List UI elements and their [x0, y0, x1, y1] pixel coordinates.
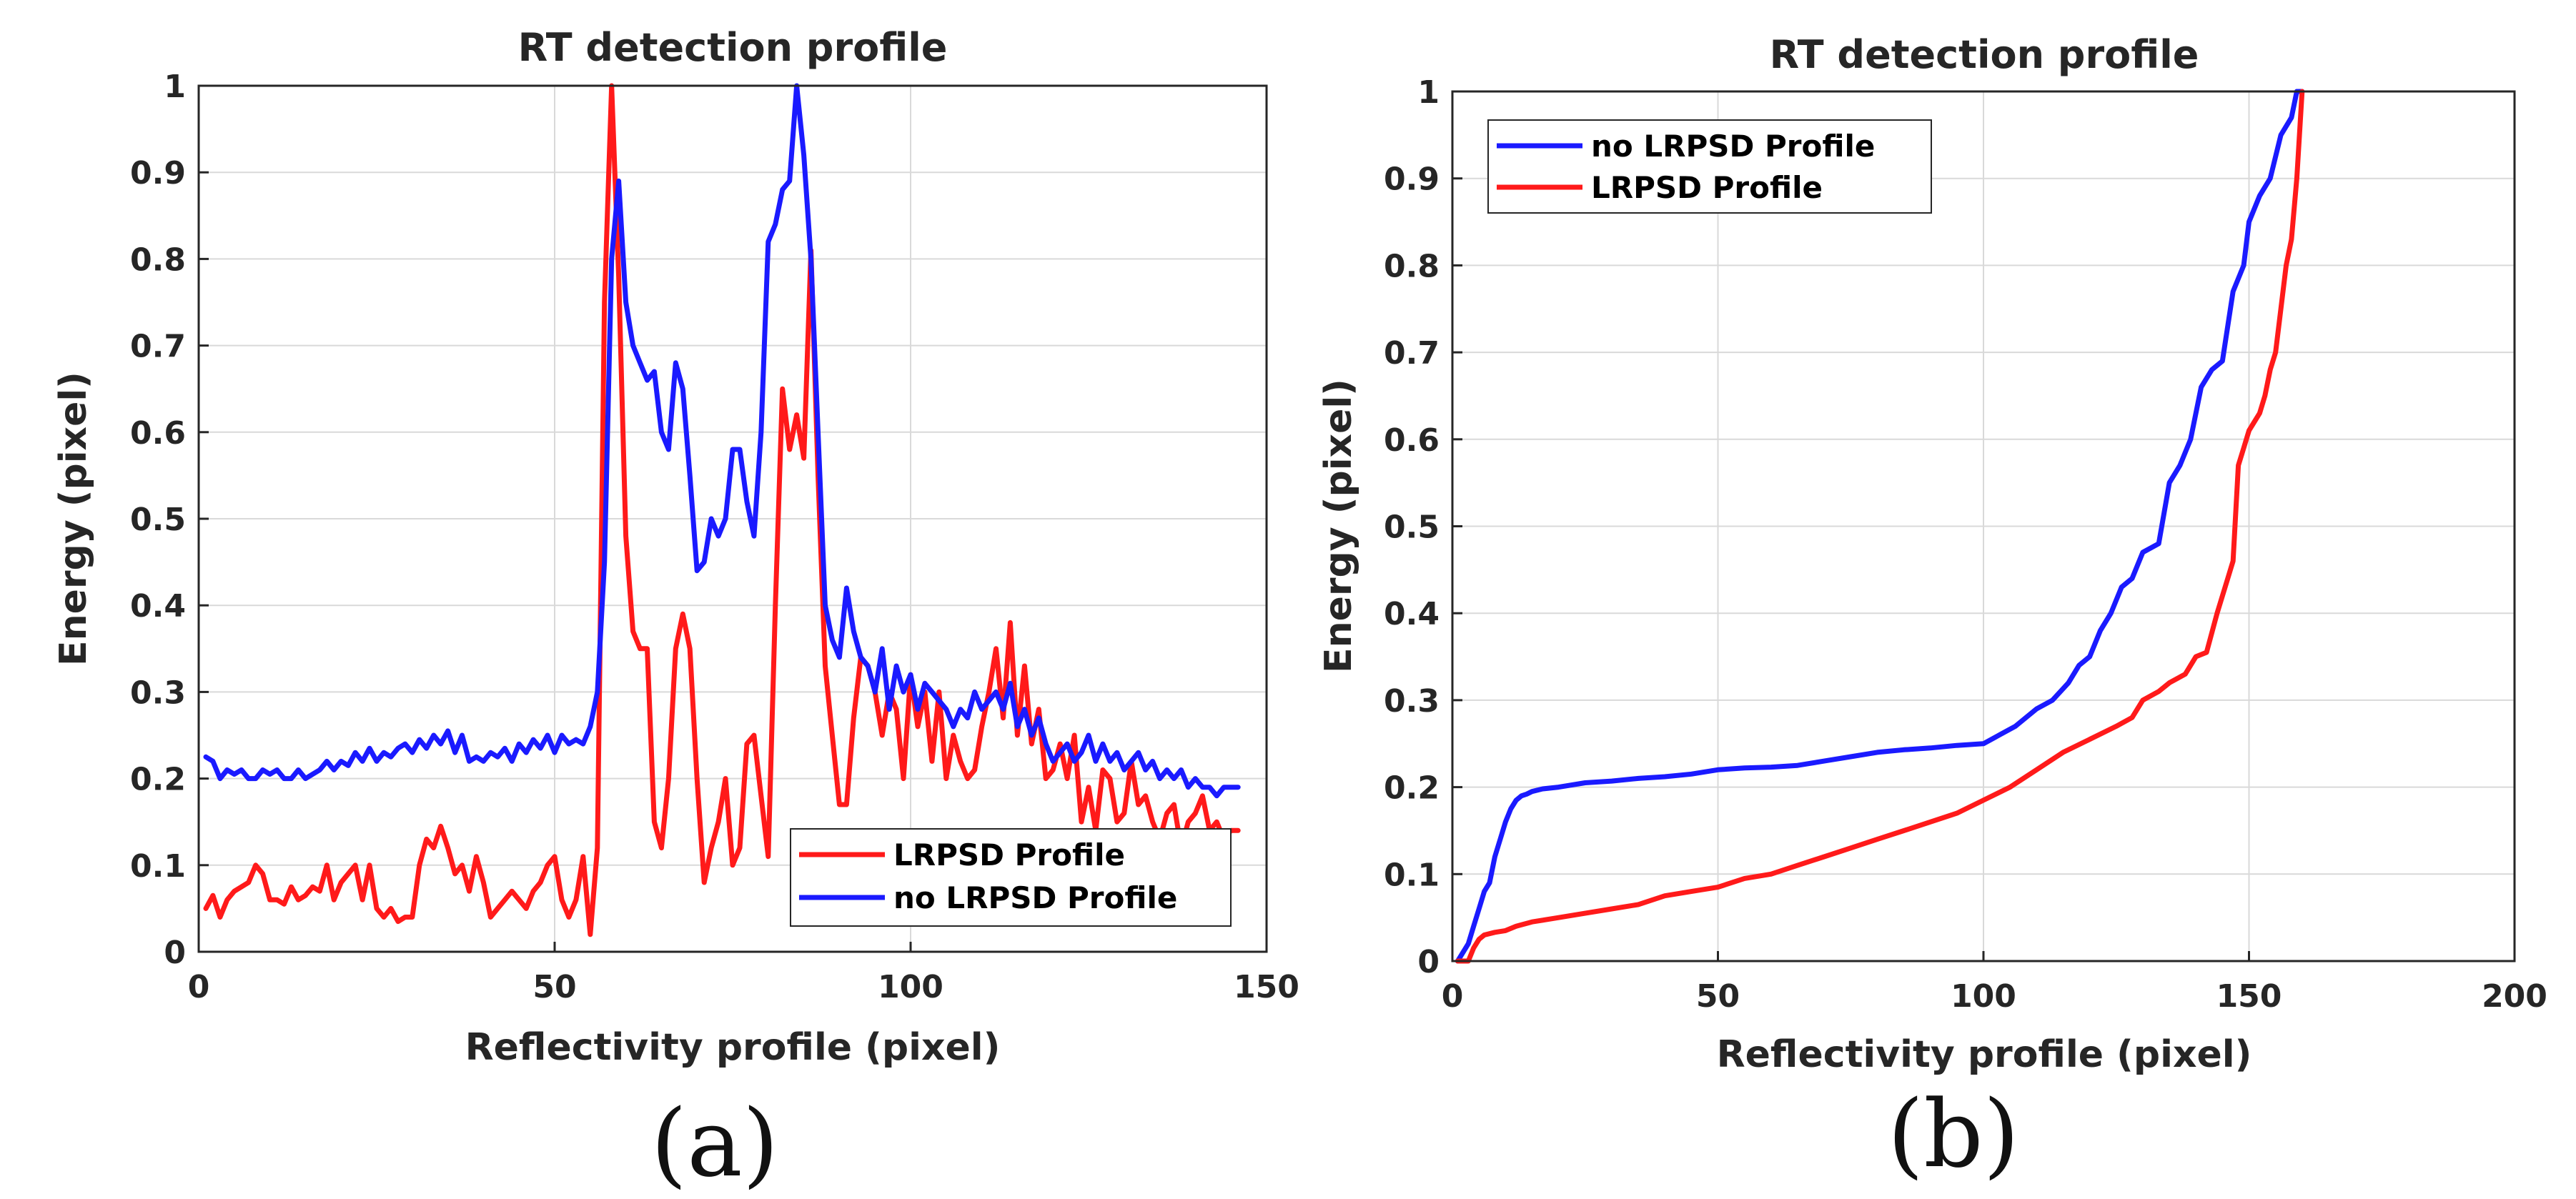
y-tick-label: 0.3: [1384, 683, 1440, 720]
y-tick-label: 0.2: [1384, 770, 1440, 807]
x-tick-label: 50: [532, 969, 576, 1005]
series-line-lrpsd-profile: [203, 83, 1241, 937]
y-axis-label: Energy (pixel): [52, 372, 95, 666]
legend-entry-lrpsd: LRPSD Profile: [893, 837, 1125, 872]
legend: LRPSD Profile no LRPSD Profile: [790, 828, 1232, 927]
x-tick-label: 50: [1696, 978, 1740, 1015]
x-tick-label: 150: [1234, 969, 1299, 1005]
chart-title: RT detection profile: [518, 25, 948, 70]
y-tick-label: 0.7: [1384, 335, 1440, 372]
y-tick-label: 1: [1417, 74, 1440, 111]
y-tick-label: 0.6: [130, 415, 186, 452]
panel-caption: (a): [651, 1089, 779, 1198]
x-tick-label: 150: [2216, 978, 2282, 1015]
series-line-no-lrpsd-profile: [1455, 89, 2305, 964]
legend-box: [1487, 119, 1932, 214]
y-tick-label: 0.9: [1384, 161, 1440, 198]
y-tick-label: 1: [164, 69, 186, 105]
y-tick-label: 0: [1417, 944, 1440, 980]
legend-entry-no-lrpsd: no LRPSD Profile: [893, 880, 1177, 915]
legend: no LRPSD Profile LRPSD Profile: [1487, 119, 1932, 214]
chart-title: RT detection profile: [1770, 32, 2199, 77]
grid: [198, 85, 1267, 952]
y-tick-label: 0.1: [130, 848, 186, 885]
y-axis-label: Energy (pixel): [1317, 379, 1360, 673]
grid: [1452, 91, 2515, 962]
y-tick-label: 0: [164, 935, 186, 971]
legend-entry-no-lrpsd: no LRPSD Profile: [1591, 129, 1875, 164]
x-axis-ticks: 0 50 100 150: [188, 942, 1299, 1005]
y-tick-label: 0.6: [1384, 422, 1440, 459]
y-tick-label: 0.5: [1384, 509, 1440, 546]
x-tick-label: 100: [878, 969, 943, 1005]
x-axis-label: Reflectivity profile (pixel): [465, 1026, 1001, 1069]
y-axis-ticks: 0 0.1 0.2 0.3 0.4 0.5 0.6 0.7 0.8 0.9 1: [130, 69, 209, 971]
y-axis-ticks: 0 0.1 0.2 0.3 0.4 0.5 0.6 0.7 0.8 0.9 1: [1384, 74, 1462, 980]
y-tick-label: 0.5: [130, 502, 186, 538]
y-tick-label: 0.9: [130, 155, 186, 191]
chart-panel-a: RT detection profile 0 0.1 0.2 0.3 0.4 0.5 0.6…: [52, 25, 1299, 1198]
y-tick-label: 0.3: [130, 675, 186, 711]
y-tick-label: 0.1: [1384, 857, 1440, 893]
x-tick-label: 0: [188, 969, 210, 1005]
x-axis-label: Reflectivity profile (pixel): [1717, 1033, 2252, 1076]
plot-lines: [203, 83, 1241, 937]
x-tick-label: 200: [2482, 978, 2547, 1015]
plot-lines: [1455, 89, 2305, 964]
x-tick-label: 0: [1442, 978, 1464, 1015]
y-tick-label: 0.7: [130, 329, 186, 365]
y-tick-label: 0.8: [130, 242, 186, 278]
panel-caption: (b): [1888, 1080, 2020, 1188]
x-axis-ticks: 0 50 100 150 200: [1442, 951, 2547, 1015]
y-tick-label: 0.4: [130, 588, 186, 625]
series-line-no-lrpsd-profile: [203, 83, 1241, 799]
legend-entry-lrpsd: LRPSD Profile: [1591, 170, 1823, 205]
x-tick-label: 100: [1951, 978, 2016, 1015]
y-tick-label: 0.8: [1384, 248, 1440, 284]
legend-box: [790, 828, 1232, 927]
y-tick-label: 0.2: [130, 762, 186, 798]
chart-panel-b: RT detection profile 0 0.1 0.2 0.3 0.4 0.5 0.6…: [1317, 32, 2547, 1188]
series-line-lrpsd-profile: [1455, 89, 2305, 964]
y-tick-label: 0.4: [1384, 596, 1440, 632]
